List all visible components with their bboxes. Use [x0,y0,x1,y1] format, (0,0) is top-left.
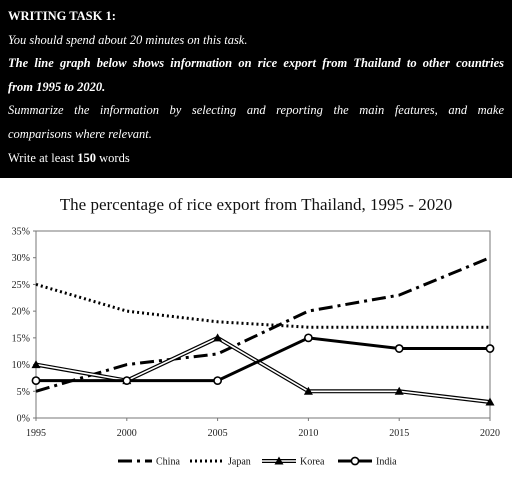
chart-axes: 0% 5% 10% 15% 20% 25% 30% 35% 1995 2000 2005 2010 20… [12,227,500,440]
series-japan [35,282,490,329]
task-word-count: Write at least 150 words [8,147,504,171]
y-tick-label: 25% [12,280,30,291]
x-tick-label: 2015 [389,428,409,439]
y-tick-label: 10% [12,360,30,371]
chart-legend: China Japan Korea India [118,456,397,468]
series-line-inner-korea [35,336,491,403]
data-point-india [394,344,404,353]
data-point-korea [31,360,41,369]
word-count-suffix: words [96,150,130,165]
series-line-japan [35,282,490,329]
y-tick-label: 15% [12,333,30,344]
data-point-korea [485,397,495,406]
rice-export-line-chart: The percentage of rice export from Thail… [12,195,500,468]
series-china [35,256,491,393]
task-summary-line-1: Summarize the information by selecting a… [8,103,504,118]
x-tick-label: 1995 [26,428,46,439]
data-point-korea [213,333,223,342]
legend-item-india: India [338,457,397,468]
chart-title: The percentage of rice export from Thail… [60,195,452,214]
x-tick-label: 2000 [117,428,137,439]
series-line-china [35,256,491,393]
data-point-korea [394,386,404,395]
chart-series [31,256,495,406]
word-count-prefix: Write at least [8,150,78,165]
plot-frame [35,230,491,419]
task-prompt-line-2: from 1995 to 2020. [8,79,106,94]
legend-label-korea: Korea [300,457,325,468]
task-instructions-panel: WRITING TASK 1: You should spend about 2… [0,0,512,178]
word-count-number: 150 [77,150,97,165]
y-tick-label: 0% [17,414,30,425]
y-tick-label: 35% [12,227,30,238]
legend-marker-india [350,456,360,466]
data-point-korea [303,386,313,395]
task-prompt-line-1: The line graph below shows information o… [8,56,504,71]
legend-item-korea: Korea [262,456,325,468]
x-tick-label: 2005 [208,428,228,439]
data-point-india [31,376,41,385]
task-summary-line-2: comparisons where relevant. [8,126,152,141]
legend-item-japan: Japan [190,457,251,468]
data-point-india [122,376,132,385]
series-korea [31,333,495,406]
legend-marker-korea [274,456,284,465]
y-tick-label: 20% [12,307,30,318]
series-india [31,333,495,385]
task-heading: WRITING TASK 1: [8,9,116,23]
series-line-india [36,336,490,383]
y-tick-label: 5% [17,387,30,398]
legend-label-japan: Japan [228,457,251,468]
data-point-india [303,333,313,343]
task-instruction: You should spend about 20 minutes on thi… [8,32,248,47]
data-point-india [213,376,222,385]
data-point-india [485,344,495,353]
x-tick-label: 2020 [480,428,500,439]
x-tick-label: 2010 [298,428,318,439]
y-tick-label: 30% [12,253,30,264]
legend-label-china: China [156,457,180,468]
legend-label-india: India [376,457,397,468]
legend-item-china: China [118,457,180,468]
